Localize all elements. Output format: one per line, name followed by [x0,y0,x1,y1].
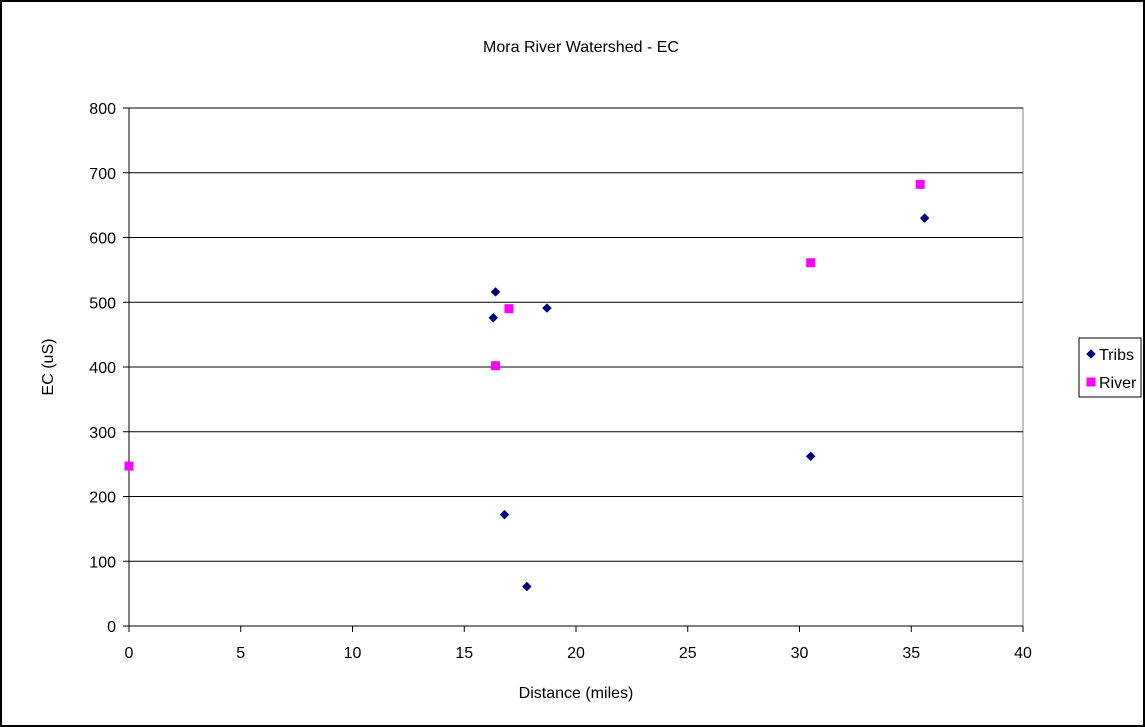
point-river [124,461,134,471]
point-tribs [488,312,499,323]
x-tick-label: 35 [902,645,920,662]
x-tick-label: 20 [567,645,585,662]
y-axis-title: EC (uS) [40,339,57,396]
legend-label-tribs: Tribs [1099,347,1134,364]
chart-title: Mora River Watershed - EC [483,39,679,56]
y-axis-ticks: 0 100 200 300 400 500 600 700 800 [89,101,129,636]
x-tick-label: 25 [679,645,697,662]
point-river [806,258,816,268]
y-tick-label: 800 [89,101,116,118]
point-river [491,361,501,371]
y-tick-label: 400 [89,360,116,377]
legend-label-river: River [1099,375,1137,392]
legend-marker-tribs [1086,349,1096,359]
point-tribs [499,509,510,520]
y-tick-label: 700 [89,166,116,183]
point-tribs [542,303,552,313]
y-tick-label: 300 [89,425,116,442]
y-tick-label: 600 [89,231,116,248]
gridlines [129,107,1023,562]
x-tick-label: 40 [1014,645,1032,662]
x-tick-label: 0 [125,645,134,662]
y-tick-label: 100 [89,554,116,571]
x-tick-label: 30 [791,645,809,662]
legend: Tribs River [1078,337,1142,398]
point-tribs [521,581,532,592]
point-river [915,179,925,189]
x-axis-ticks: 0 5 10 15 20 25 30 35 40 [125,626,1032,662]
legend-marker-river [1086,377,1096,387]
x-tick-label: 15 [455,645,473,662]
legend-box [1078,337,1142,398]
point-tribs [490,287,501,297]
point-tribs [805,451,816,462]
data-points [124,179,930,592]
x-tick-label: 10 [344,645,362,662]
y-tick-label: 200 [89,490,116,507]
point-river [504,304,514,314]
y-tick-label: 0 [107,619,116,636]
x-tick-label: 5 [236,645,245,662]
x-axis-title: Distance (miles) [519,685,634,702]
y-tick-label: 500 [89,295,116,312]
point-tribs [919,213,930,223]
